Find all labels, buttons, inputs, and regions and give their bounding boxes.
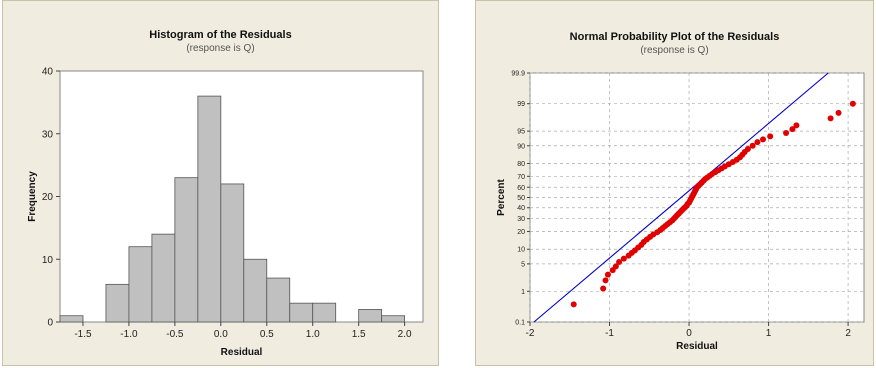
y-tick-label: 10 <box>517 247 525 254</box>
probability-plot-title: Normal Probability Plot of the Residuals <box>569 31 780 43</box>
y-tick-label: 0.1 <box>515 320 525 327</box>
x-tick-label: -1.5 <box>74 329 92 340</box>
x-tick-label: -1.0 <box>120 329 138 340</box>
reference-fit-line <box>533 72 829 323</box>
histogram-title: Histogram of the Residuals <box>149 29 292 41</box>
histogram-subtitle: (response is Q) <box>186 43 255 54</box>
residual-point <box>783 129 790 136</box>
x-tick-label: -0.5 <box>166 329 184 340</box>
histogram-bar <box>358 309 383 323</box>
histogram-bar <box>243 258 268 323</box>
x-tick-label: 0.5 <box>260 329 274 340</box>
residual-point <box>600 285 607 292</box>
y-tick-label: 60 <box>517 185 525 192</box>
x-tick-label: 2.0 <box>398 329 412 340</box>
residual-point <box>744 146 751 153</box>
probability-plot-chart: 0.1 1 5 10 20 30 40 50 60 70 80 90 95 99 99.9 -2 -1 0 1 2 Re… <box>496 71 865 352</box>
y-tick-label: 95 <box>517 129 525 136</box>
residual-point <box>620 255 627 262</box>
probability-plot-subtitle: (response is Q) <box>640 45 709 56</box>
y-tick-label: 30 <box>517 216 525 223</box>
histogram-bar <box>289 302 314 323</box>
y-tick-label: 10 <box>42 255 54 266</box>
residual-point <box>749 142 756 149</box>
histogram-bar <box>220 183 245 323</box>
x-axis-title: Residual <box>676 341 718 352</box>
residual-point <box>789 126 796 133</box>
x-tick-label: -1 <box>605 328 614 339</box>
residual-point <box>793 122 800 129</box>
residual-point <box>767 133 774 140</box>
histogram-bar <box>381 315 406 323</box>
residual-point <box>827 115 834 122</box>
probability-plot-panel: Normal Probability Plot of the Residuals… <box>475 0 874 366</box>
histogram-bar <box>197 95 222 323</box>
x-tick-label: 1 <box>766 328 772 339</box>
x-tick-label: -2 <box>526 328 535 339</box>
y-tick-label: 5 <box>521 261 525 268</box>
y-axis-title: Frequency <box>27 171 38 222</box>
histogram-panel: Histogram of the Residuals (response is … <box>2 0 439 366</box>
y-tick-label: 0 <box>47 318 53 329</box>
residual-point <box>835 109 842 116</box>
histogram-bar <box>151 233 176 323</box>
y-tick-label: 40 <box>42 67 54 78</box>
histogram-bar <box>174 177 199 323</box>
y-tick-label: 1 <box>521 289 525 296</box>
y-tick-label: 20 <box>42 192 54 203</box>
x-tick-label: 2 <box>845 328 851 339</box>
y-tick-label: 30 <box>42 129 54 140</box>
histogram-bar <box>266 277 291 323</box>
residual-point <box>616 259 623 266</box>
x-axis-title: Residual <box>221 347 263 358</box>
x-tick-label: 1.0 <box>306 329 320 340</box>
x-tick-label: 0 <box>686 328 692 339</box>
x-tick-label: 1.5 <box>352 329 366 340</box>
histogram-bar <box>312 302 337 323</box>
y-tick-label: 99.9 <box>511 71 525 78</box>
residual-point <box>754 139 761 146</box>
y-tick-label: 99 <box>517 101 525 108</box>
y-tick-label: 90 <box>517 143 525 150</box>
y-tick-label: 80 <box>517 161 525 168</box>
y-tick-label: 50 <box>517 195 525 202</box>
residual-point <box>570 301 577 308</box>
residual-point <box>602 277 609 284</box>
y-tick-label: 20 <box>517 229 525 236</box>
histogram-bar <box>128 246 153 323</box>
residual-point <box>604 271 611 278</box>
x-tick-label: 0.0 <box>214 329 228 340</box>
y-tick-label: 70 <box>517 174 525 181</box>
histogram-bar <box>105 283 130 323</box>
residual-point <box>760 136 767 143</box>
y-tick-label: 40 <box>517 205 525 212</box>
y-axis-title: Percent <box>496 178 507 215</box>
residual-point <box>849 100 856 107</box>
histogram-bar <box>59 315 84 323</box>
histogram-chart: 0 10 20 30 40 -1.5 -1.0 -0.5 0.0 0.5 1.0 1.5 2.0 Resi… <box>27 67 424 358</box>
residual-point <box>612 263 619 270</box>
